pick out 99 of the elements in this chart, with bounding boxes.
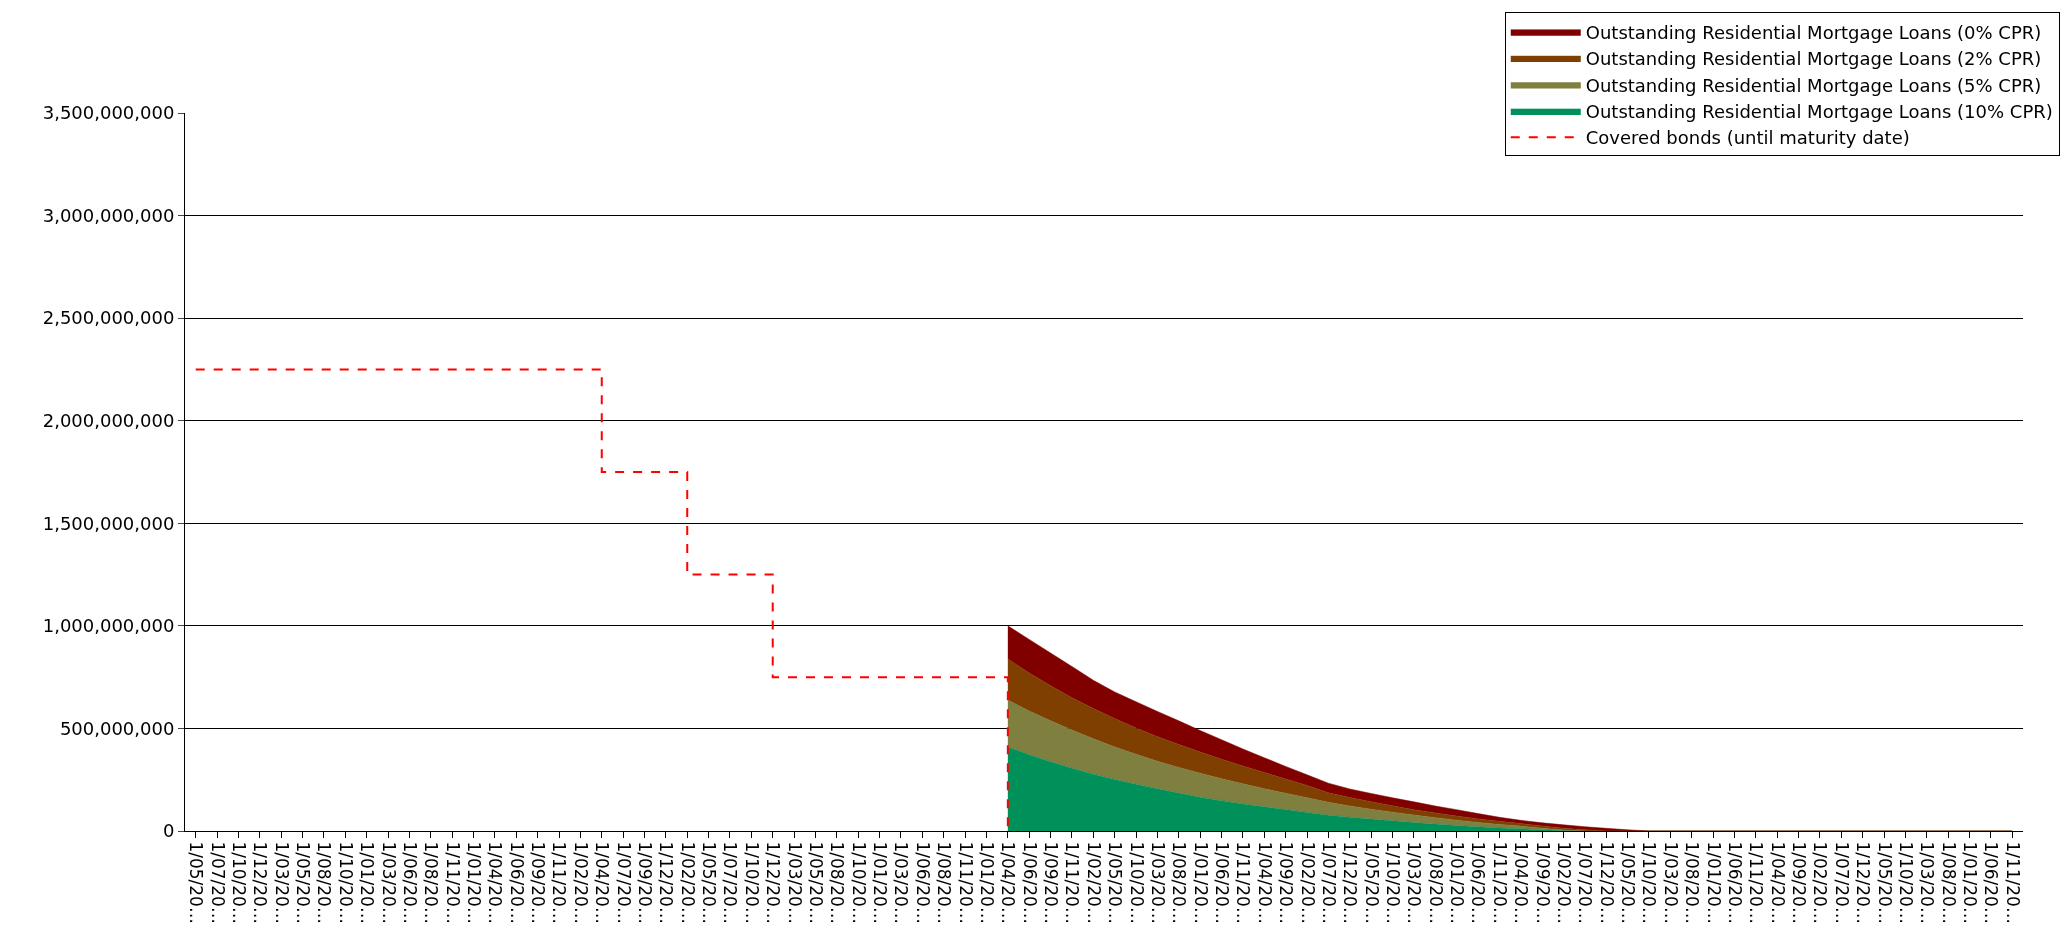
x-tick-label: 1/12/20… <box>656 841 677 924</box>
x-tick-label: 1/08/20… <box>314 841 335 924</box>
x-tick-label: 1/01/20… <box>976 841 997 924</box>
x-tick-label: 1/03/20… <box>1917 841 1938 924</box>
x-tick-label: 1/07/20… <box>207 841 228 924</box>
x-tick-label: 1/08/20… <box>421 841 442 924</box>
x-tick-label: 1/09/20… <box>1276 841 1297 924</box>
x-tick-label: 1/03/20… <box>271 841 292 924</box>
x-tick-label: 1/02/20… <box>1083 841 1104 924</box>
x-tick-label: 1/05/20… <box>699 841 720 924</box>
x-tick-label: 1/05/20… <box>186 841 207 924</box>
legend-label: Outstanding Residential Mortgage Loans (0% CPR) <box>1585 21 2042 43</box>
x-tick-label: 1/09/20… <box>1789 841 1810 924</box>
y-tick-label: 3,000,000,000 <box>42 204 175 226</box>
x-tick-label: 1/07/20… <box>1575 841 1596 924</box>
x-tick-label: 1/11/20… <box>1062 841 1083 924</box>
x-tick-label: 1/08/20… <box>1169 841 1190 924</box>
x-tick-label: 1/12/20… <box>1853 841 1874 924</box>
x-tick-label: 1/11/20… <box>442 841 463 924</box>
x-tick-label: 1/03/20… <box>891 841 912 924</box>
x-tick-label: 1/10/20… <box>1895 841 1916 924</box>
x-tick-label: 1/10/20… <box>335 841 356 924</box>
x-tick-label: 1/09/20… <box>1041 841 1062 924</box>
x-tick-label: 1/09/20… <box>1532 841 1553 924</box>
x-tick-label: 1/02/20… <box>677 841 698 924</box>
x-tick-label: 1/04/20… <box>485 841 506 924</box>
y-tick-label: 0 <box>162 820 175 842</box>
x-tick-label: 1/01/20… <box>1960 841 1981 924</box>
x-tick-label: 1/03/20… <box>1404 841 1425 924</box>
x-tick-label: 1/08/20… <box>1425 841 1446 924</box>
x-tick-label: 1/05/20… <box>1361 841 1382 924</box>
legend-label: Covered bonds (until maturity date) <box>1585 127 1910 149</box>
x-tick-label: 1/09/20… <box>634 841 655 924</box>
x-tick-label: 1/06/20… <box>1212 841 1233 924</box>
x-tick-label: 1/10/20… <box>228 841 249 924</box>
x-tick-label: 1/06/20… <box>1468 841 1489 924</box>
x-tick-label: 1/11/20… <box>1746 841 1767 924</box>
x-tick-label: 1/05/20… <box>1105 841 1126 924</box>
x-tick-label: 1/03/20… <box>784 841 805 924</box>
x-tick-label: 1/06/20… <box>1981 841 2002 924</box>
x-tick-label: 1/08/20… <box>934 841 955 924</box>
x-tick-label: 1/01/20… <box>1190 841 1211 924</box>
x-tick-label: 1/02/20… <box>570 841 591 924</box>
x-tick-label: 1/01/20… <box>357 841 378 924</box>
y-tick-label: 3,500,000,000 <box>42 102 175 124</box>
x-tick-label: 1/10/20… <box>741 841 762 924</box>
x-tick-label: 1/04/20… <box>1511 841 1532 924</box>
x-tick-label: 1/04/20… <box>1254 841 1275 924</box>
legend-label: Outstanding Residential Mortgage Loans (10% CPR) <box>1585 100 2053 122</box>
x-tick-label: 1/10/20… <box>1639 841 1660 924</box>
x-tick-label: 1/01/20… <box>870 841 891 924</box>
x-tick-label: 1/10/20… <box>1126 841 1147 924</box>
x-tick-label: 1/11/20… <box>1233 841 1254 924</box>
x-tick-label: 1/12/20… <box>1596 841 1617 924</box>
x-tick-label: 1/07/20… <box>613 841 634 924</box>
x-tick-label: 1/08/20… <box>1682 841 1703 924</box>
y-tick-label: 2,500,000,000 <box>42 307 175 329</box>
legend-label: Outstanding Residential Mortgage Loans (2% CPR) <box>1585 48 2042 70</box>
x-tick-label: 1/06/20… <box>912 841 933 924</box>
x-tick-label: 1/05/20… <box>1874 841 1895 924</box>
x-tick-label: 1/05/20… <box>293 841 314 924</box>
legend-label: Outstanding Residential Mortgage Loans (5% CPR) <box>1585 74 2042 96</box>
x-tick-label: 1/01/20… <box>463 841 484 924</box>
x-tick-label: 1/12/20… <box>763 841 784 924</box>
x-tick-label: 1/03/20… <box>1660 841 1681 924</box>
x-tick-label: 1/06/20… <box>399 841 420 924</box>
x-tick-label: 1/03/20… <box>378 841 399 924</box>
x-tick-label: 1/11/20… <box>2002 841 2023 924</box>
x-tick-label: 1/08/20… <box>827 841 848 924</box>
x-tick-label: 1/08/20… <box>1938 841 1959 924</box>
y-tick-label: 500,000,000 <box>59 717 175 739</box>
x-tick-label: 1/05/20… <box>805 841 826 924</box>
x-tick-label: 1/10/20… <box>848 841 869 924</box>
y-tick-label: 1,500,000,000 <box>42 512 175 534</box>
x-tick-label: 1/02/20… <box>1553 841 1574 924</box>
x-tick-label: 1/11/20… <box>955 841 976 924</box>
x-tick-label: 1/01/20… <box>1447 841 1468 924</box>
x-tick-label: 1/07/20… <box>1831 841 1852 924</box>
x-tick-label: 1/12/20… <box>250 841 271 924</box>
x-tick-label: 1/10/20… <box>1382 841 1403 924</box>
x-tick-label: 1/04/20… <box>1767 841 1788 924</box>
x-tick-label: 1/12/20… <box>1340 841 1361 924</box>
y-tick-label: 1,000,000,000 <box>42 615 175 637</box>
x-tick-label: 1/06/20… <box>506 841 527 924</box>
x-tick-label: 1/11/20… <box>549 841 570 924</box>
x-tick-label: 1/05/20… <box>1618 841 1639 924</box>
x-tick-label: 1/11/20… <box>1489 841 1510 924</box>
x-tick-label: 1/07/20… <box>720 841 741 924</box>
x-tick-label: 1/04/20… <box>998 841 1019 924</box>
x-tick-label: 1/04/20… <box>592 841 613 924</box>
x-tick-label: 1/01/20… <box>1703 841 1724 924</box>
y-tick-label: 2,000,000,000 <box>42 410 175 432</box>
x-tick-label: 1/06/20… <box>1724 841 1745 924</box>
x-tick-label: 1/07/20… <box>1318 841 1339 924</box>
x-tick-label: 1/02/20… <box>1810 841 1831 924</box>
x-tick-label: 1/02/20… <box>1297 841 1318 924</box>
x-tick-label: 1/06/20… <box>1019 841 1040 924</box>
x-tick-label: 1/03/20… <box>1147 841 1168 924</box>
x-tick-label: 1/09/20… <box>528 841 549 924</box>
